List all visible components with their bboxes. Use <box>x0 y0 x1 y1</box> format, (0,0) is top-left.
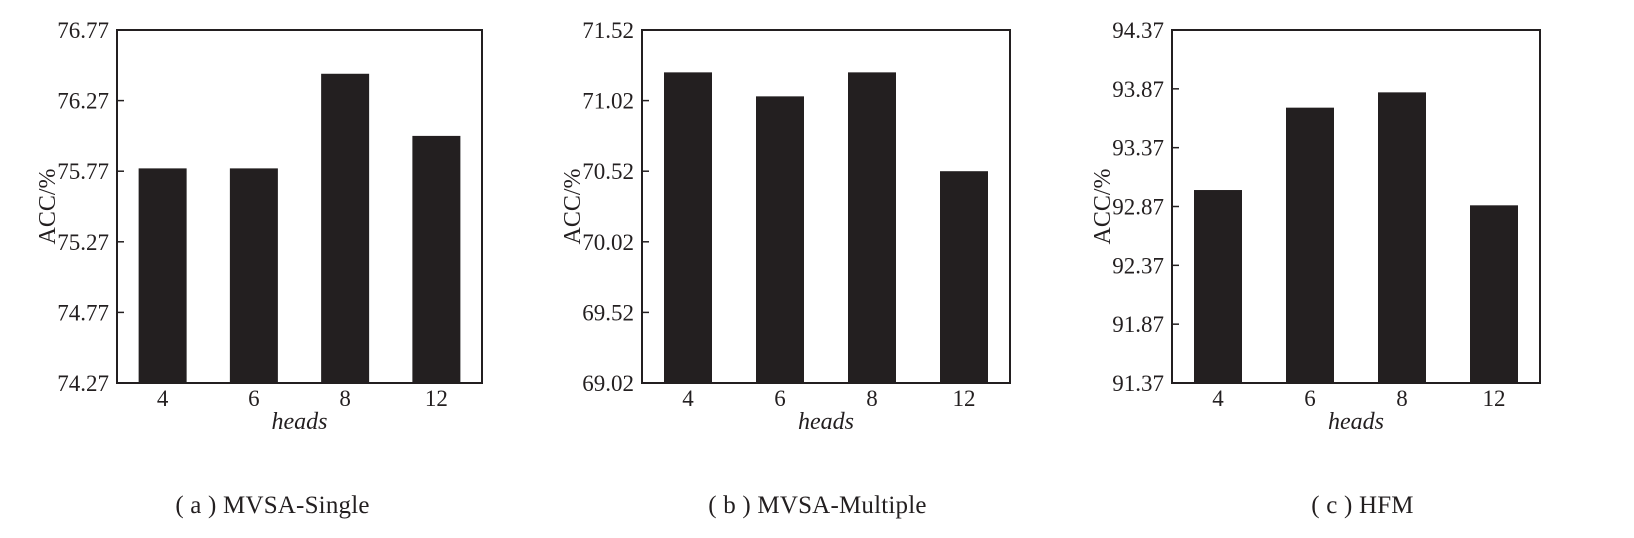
x-tick-label: 12 <box>953 386 976 411</box>
y-tick-label: 70.02 <box>582 230 634 255</box>
bar-chart: 69.02 69.52 70.02 70.52 71.02 71.52 4 6 8 12 heads… <box>560 18 1011 435</box>
chart-panel-hfm: 91.37 91.87 92.37 92.87 93.37 93.87 94.37 4 6 8 12… <box>1090 0 1634 538</box>
bar-4 <box>138 168 187 383</box>
bar-chart: 91.37 91.87 92.37 92.87 93.37 93.87 94.37 4 6 8 12… <box>1090 18 1541 435</box>
plot-frame <box>641 29 1011 384</box>
bar-12 <box>412 135 461 383</box>
y-tick-label: 94.37 <box>1112 18 1164 43</box>
y-tick-label: 76.77 <box>57 18 109 43</box>
bar-4 <box>664 72 712 384</box>
y-tick-label: 75.77 <box>57 159 109 184</box>
x-tick-label: 4 <box>1212 386 1224 411</box>
x-tick-label: 4 <box>682 386 694 411</box>
bar-8 <box>1378 92 1426 384</box>
y-axis-label: ACC/% <box>35 168 61 244</box>
y-tick-label: 93.87 <box>1112 77 1164 102</box>
x-tick-label: 8 <box>1396 386 1408 411</box>
bar-12 <box>1470 205 1518 383</box>
x-tick-label: 6 <box>248 386 260 411</box>
chart-caption: ( b ) MVSA-Multiple <box>708 492 927 519</box>
x-axis-label: heads <box>1328 409 1384 435</box>
bar-6 <box>756 96 804 384</box>
chart-caption: ( c ) HFM <box>1311 492 1414 519</box>
y-tick-label: 91.37 <box>1112 371 1164 396</box>
x-axis-label: heads <box>272 409 328 435</box>
bar-4 <box>1194 190 1242 383</box>
chart-panel-mvsa-multiple: 69.02 69.52 70.02 70.52 71.02 71.52 4 6 8 12 heads… <box>545 0 1090 538</box>
y-tick-label: 91.87 <box>1112 312 1164 337</box>
y-axis-label: ACC/% <box>1090 168 1116 244</box>
chart-panel-mvsa-single: 74.27 74.77 75.27 75.77 76.27 76.77 4 6 8 12 heads… <box>0 0 545 538</box>
chart-caption: ( a ) MVSA-Single <box>175 492 370 519</box>
bar-12 <box>940 171 988 383</box>
x-tick-label: 8 <box>339 386 351 411</box>
bar-chart: 74.27 74.77 75.27 75.77 76.27 76.77 4 6 8 12 heads… <box>35 18 483 435</box>
y-tick-label: 76.27 <box>57 89 109 114</box>
bar-6 <box>1286 107 1334 383</box>
x-tick-label: 6 <box>1304 386 1316 411</box>
bar-6 <box>229 168 278 383</box>
y-tick-label: 92.87 <box>1112 195 1164 220</box>
x-tick-label: 4 <box>157 386 169 411</box>
x-tick-label: 8 <box>866 386 878 411</box>
bar-8 <box>321 73 370 384</box>
y-tick-label: 69.02 <box>582 371 634 396</box>
x-tick-label: 12 <box>425 386 448 411</box>
x-tick-label: 12 <box>1483 386 1506 411</box>
y-tick-label: 92.37 <box>1112 253 1164 278</box>
bar-8 <box>848 72 896 384</box>
x-tick-label: 6 <box>774 386 786 411</box>
y-tick-label: 93.37 <box>1112 136 1164 161</box>
plot-frame <box>116 29 483 384</box>
x-axis-label: heads <box>798 409 854 435</box>
y-tick-label: 69.52 <box>582 300 634 325</box>
y-tick-label: 71.02 <box>582 89 634 114</box>
y-tick-label: 75.27 <box>57 230 109 255</box>
y-tick-label: 74.77 <box>57 300 109 325</box>
y-tick-label: 71.52 <box>582 18 634 43</box>
y-tick-label: 74.27 <box>57 371 109 396</box>
y-axis-label: ACC/% <box>560 168 586 244</box>
y-tick-label: 70.52 <box>582 159 634 184</box>
